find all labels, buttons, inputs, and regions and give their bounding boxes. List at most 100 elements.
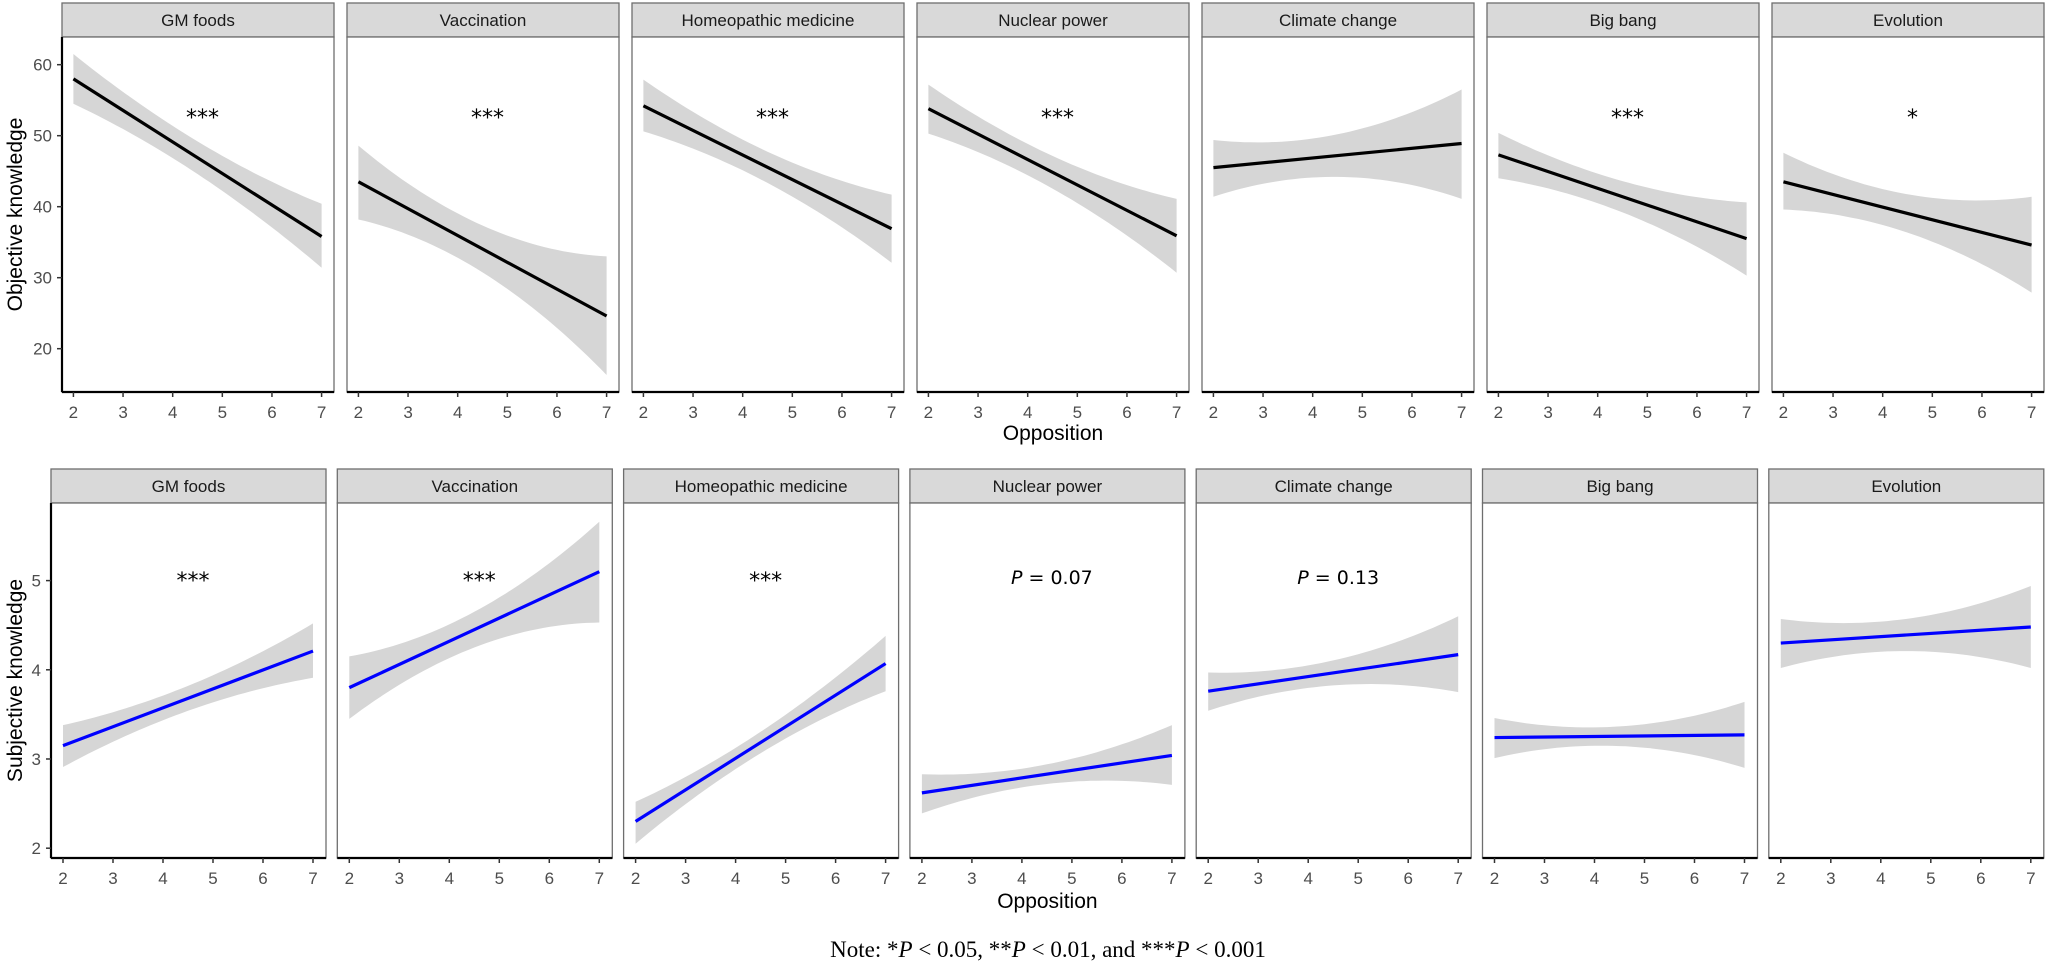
x-tick-label: 7 — [1167, 869, 1176, 888]
confidence-band — [635, 635, 886, 844]
regression-line — [1497, 153, 1748, 241]
p-value-label: P = 0.13 — [1297, 567, 1379, 589]
annotation-segment: = 0.07 — [1022, 567, 1092, 589]
confidence-band — [1208, 616, 1459, 711]
x-tick-label: 4 — [1590, 869, 1599, 888]
y-tick-label: 40 — [33, 198, 52, 217]
x-tick-label: 4 — [1017, 869, 1026, 888]
x-tick-label: 2 — [924, 403, 933, 422]
facet-strip — [61, 2, 335, 38]
x-tick-label: 3 — [1540, 869, 1549, 888]
x-tick-label: 4 — [168, 403, 177, 422]
confidence-band — [1780, 586, 2031, 668]
x-tick-label: 7 — [595, 869, 604, 888]
x-tick-label: 5 — [788, 403, 797, 422]
x-tick-label: 2 — [1203, 869, 1212, 888]
facet-row-top: GM foods***2 3 4 5 6 72030405060Vaccination**… — [4, 2, 2045, 445]
note-segment: P — [1175, 937, 1190, 962]
x-tick-label: 2 — [631, 869, 640, 888]
x-tick-label: 6 — [1407, 403, 1416, 422]
y-tick-label: 2 — [32, 839, 41, 858]
x-tick-label: 5 — [1067, 869, 1076, 888]
x-tick-label: 7 — [1457, 403, 1466, 422]
x-tick-label: 7 — [1453, 869, 1462, 888]
regression-line — [62, 649, 314, 748]
panel: Vaccination *** 2 3 4 5 6 7 — [346, 2, 620, 422]
x-tick-label: 6 — [1976, 869, 1985, 888]
confidence-band — [1783, 152, 2032, 293]
x-tick-label: 3 — [1258, 403, 1267, 422]
y-tick-label: 20 — [33, 340, 52, 359]
significance-stars: *** — [177, 569, 210, 594]
x-tick-label: 6 — [552, 403, 561, 422]
panel: Vaccination *** 2 3 4 5 6 7 — [336, 468, 613, 888]
x-tick-label: 3 — [1826, 869, 1835, 888]
x-tick-label: 5 — [1643, 403, 1652, 422]
x-tick-label: 7 — [1740, 869, 1749, 888]
x-tick-label: 6 — [837, 403, 846, 422]
y-axis-title: Subjective knowledge — [4, 579, 27, 782]
x-tick-label: 3 — [1828, 403, 1837, 422]
significance-stars: *** — [1611, 106, 1644, 131]
annotation-segment: P — [1297, 567, 1309, 589]
x-tick-label: 5 — [208, 869, 217, 888]
x-tick-label: 7 — [317, 403, 326, 422]
x-tick-label: 2 — [1776, 869, 1785, 888]
x-tick-label: 5 — [1073, 403, 1082, 422]
x-tick-label: 3 — [118, 403, 127, 422]
x-tick-label: 4 — [738, 403, 747, 422]
significance-note: Note: *P < 0.05, **P < 0.01, and ***P < … — [830, 937, 1266, 962]
significance-stars: *** — [1041, 106, 1074, 131]
panel: Climate change P = 0.13 2 3 4 5 6 7 — [1195, 468, 1472, 888]
x-tick-label: 7 — [2026, 869, 2035, 888]
x-tick-label: 5 — [1928, 403, 1937, 422]
confidence-band — [73, 54, 322, 268]
note-segment: P — [898, 937, 913, 962]
panel-border — [1481, 502, 1759, 859]
x-tick-label: 6 — [545, 869, 554, 888]
x-tick-label: 2 — [345, 869, 354, 888]
significance-stars: *** — [463, 569, 496, 594]
panel: Evolution 2 3 4 5 6 7 — [1768, 468, 2045, 888]
x-tick-label: 5 — [495, 869, 504, 888]
x-tick-label: 3 — [108, 869, 117, 888]
note-segment: Note: * — [830, 937, 898, 962]
confidence-band — [349, 521, 600, 719]
panel-border — [909, 502, 1186, 859]
confidence-band — [928, 84, 1177, 273]
regression-line — [1494, 733, 1745, 740]
facet-title: Climate change — [1275, 477, 1393, 496]
x-tick-label: 3 — [973, 403, 982, 422]
confidence-band — [1213, 89, 1462, 199]
panel: Homeopathic medicine *** 2 3 4 5 6 7 — [622, 468, 900, 888]
x-tick-label: 5 — [1358, 403, 1367, 422]
x-tick-label: 2 — [1779, 403, 1788, 422]
facet-title: Evolution — [1873, 11, 1943, 30]
regression-line — [927, 107, 1178, 238]
regression-line — [921, 753, 1173, 795]
x-tick-label: 7 — [1172, 403, 1181, 422]
significance-stars: *** — [756, 106, 789, 131]
x-tick-label: 5 — [1926, 869, 1935, 888]
facet-strip — [336, 468, 613, 504]
x-tick-label: 7 — [602, 403, 611, 422]
annotation-segment: P — [1011, 567, 1023, 589]
significance-stars: *** — [186, 106, 219, 131]
confidence-band — [1498, 132, 1747, 276]
facet-strip — [916, 2, 1190, 38]
facet-title: Vaccination — [431, 477, 518, 496]
facet-title: Homeopathic medicine — [675, 477, 848, 496]
x-tick-label: 3 — [681, 869, 690, 888]
regression-line — [634, 662, 887, 823]
note-segment: P — [1011, 937, 1026, 962]
x-tick-label: 4 — [1303, 869, 1312, 888]
regression-line — [1783, 180, 2032, 247]
annotation-segment: *** — [1611, 106, 1644, 131]
panel-border — [1201, 36, 1475, 393]
facet-strip — [1768, 468, 2045, 504]
facet-strip — [909, 468, 1186, 504]
x-tick-label: 7 — [887, 403, 896, 422]
x-tick-label: 2 — [58, 869, 67, 888]
annotation-segment: *** — [756, 106, 789, 131]
facet-row-bottom: GM foods *** 2 3 4 5 6 7 2 3 4 5 Vaccination *** 2 3 4 5 6… — [4, 468, 2045, 913]
